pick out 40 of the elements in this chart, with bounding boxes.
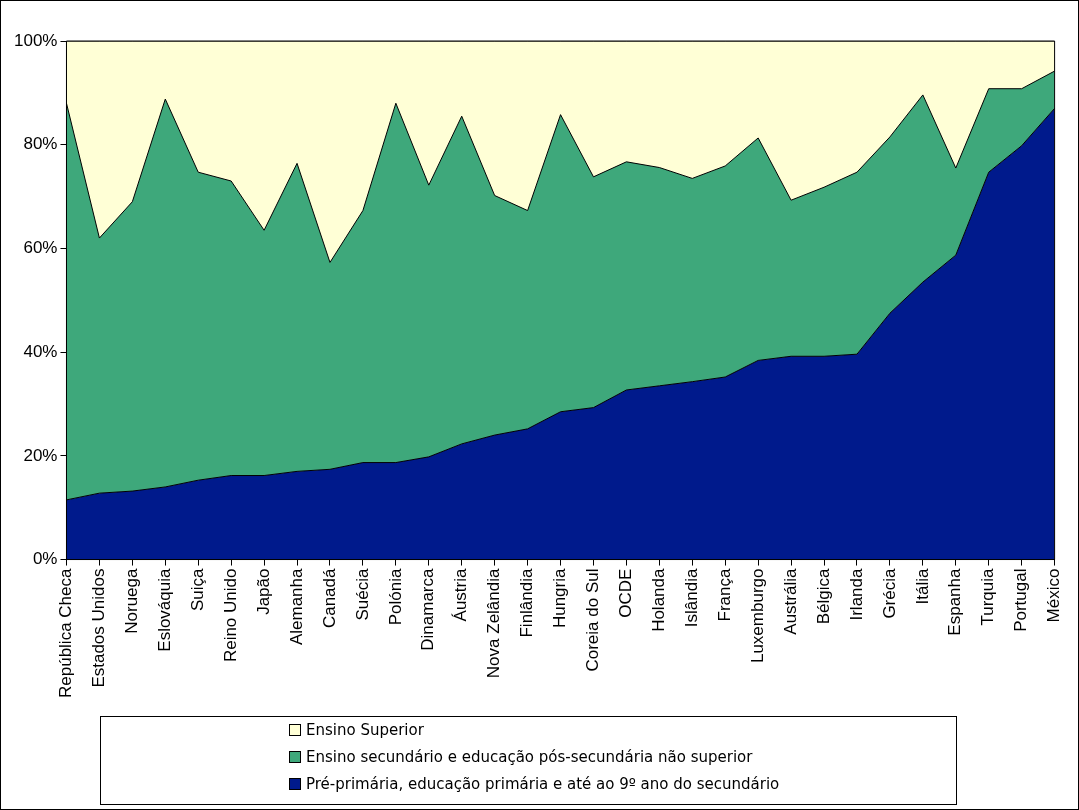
x-tick-label: Espanha [945,568,965,636]
x-tick-label: Estados Unidos [89,568,109,688]
x-tick-label: Hungria [550,568,570,629]
x-tick-label: Nova Zelândia [484,567,504,679]
x-tick-label: Polónia [385,568,405,626]
y-tick-label: 0% [32,549,58,569]
x-tick-label: Dinamarca [418,568,438,651]
x-tick-label: Eslováquia [154,567,174,652]
x-tick-label: Suiça [187,567,207,612]
x-tick-label: Japão [253,568,273,615]
x-tick-label: Irlanda [846,567,866,621]
x-tick-label: Alemanha [286,568,306,646]
x-tick-label: Luxemburgo [747,568,767,664]
x-tick-label: França [714,568,734,622]
legend-label: Pré-primária, educação primária e até ao 9º ano do secundário [306,775,780,793]
x-tick-label: México [1044,568,1064,623]
y-tick-label: 20% [23,445,58,465]
x-tick-label: República Checa [56,567,76,698]
x-tick-label: Austrália [780,567,800,635]
x-tick-label: Islândia [681,568,701,628]
x-tick-label: Noruega [122,568,142,634]
y-tick-label: 40% [23,341,58,361]
x-tick-label: Holanda [649,567,669,632]
x-tick-label: Suécia [352,567,372,621]
x-tick-label: Itália [912,568,932,605]
y-tick-label: 100% [14,30,58,50]
y-tick-label: 80% [23,134,58,154]
x-tick-label: Turquia [978,567,998,626]
x-tick-label: Portugal [1011,568,1031,632]
legend-label: Ensino Superior [306,721,424,739]
legend-label: Ensino secundário e educação pós-secundária não superior [306,748,753,766]
x-tick-label: Canadá [319,568,339,629]
x-tick-label: Reino Unido [220,568,240,663]
y-tick-label: 60% [23,238,58,258]
x-tick-label: Bélgica [813,568,833,625]
x-tick-label: Áustria [451,568,471,622]
x-tick-label: Coreia do Sul [583,568,603,672]
x-tick-label: Finlândia [517,568,537,638]
x-tick-label: Grécia [879,568,899,619]
x-tick-label: OCDE [616,568,636,618]
